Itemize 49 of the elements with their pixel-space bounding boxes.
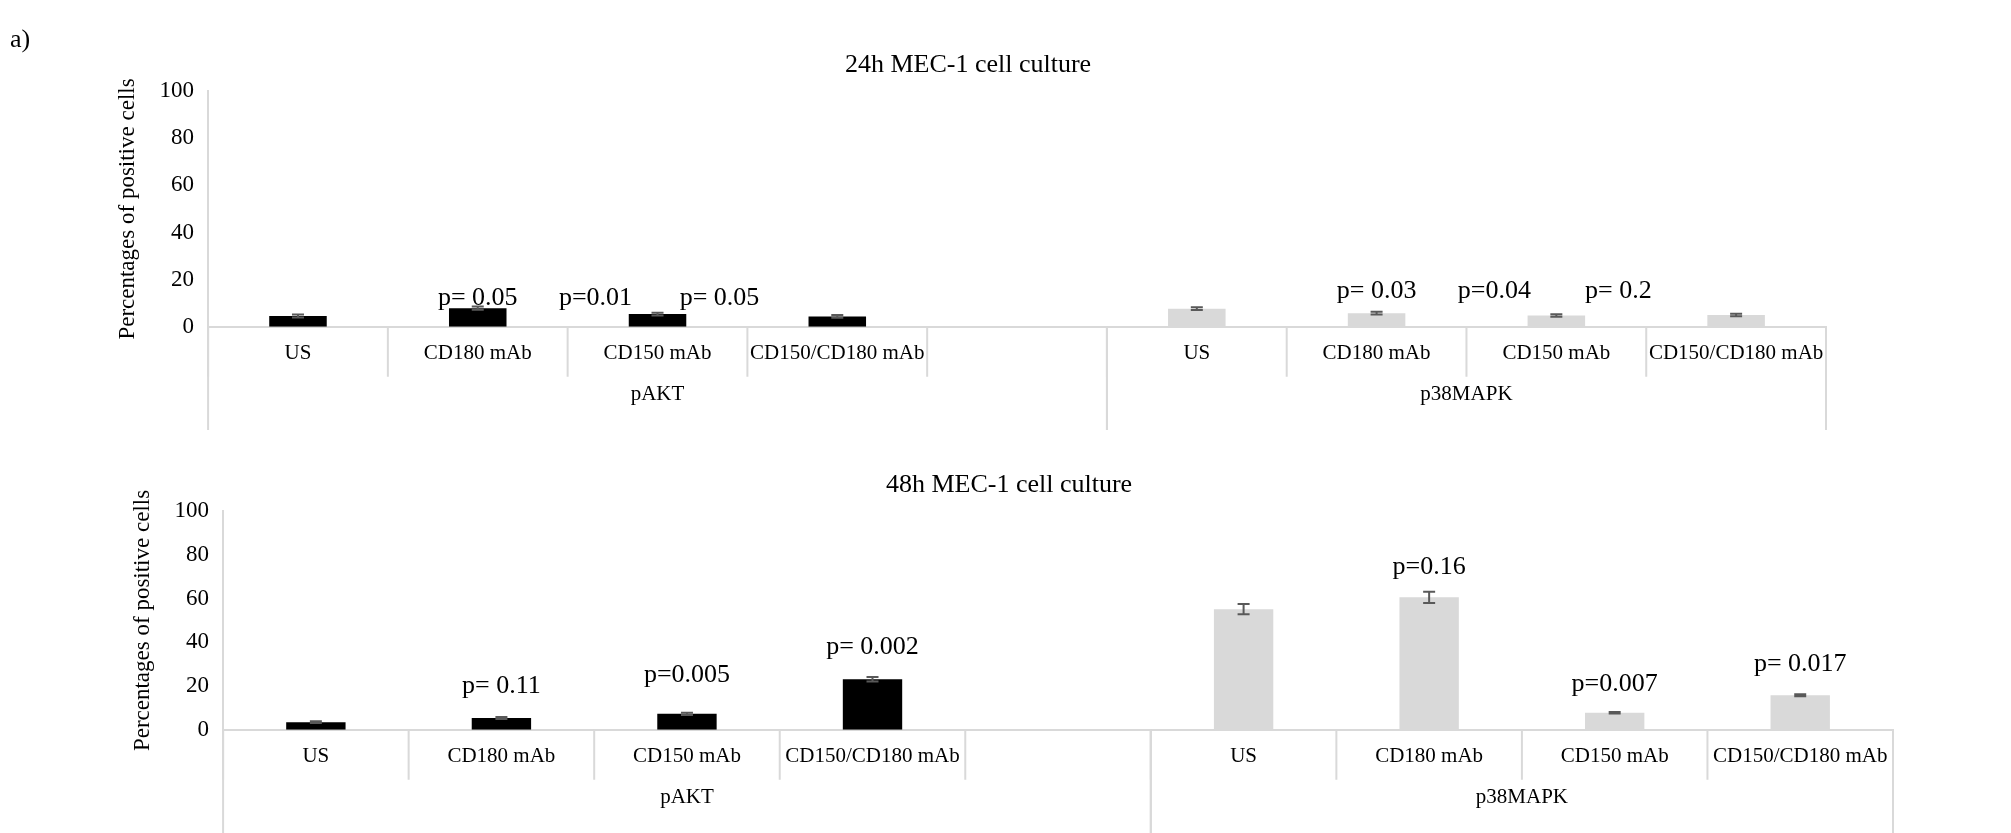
x-tick-label: CD150/CD180 mAb bbox=[1713, 742, 1888, 767]
y-tick-label: 40 bbox=[171, 218, 195, 244]
y-tick-label: 0 bbox=[182, 312, 195, 338]
annotation: p= 0.2 bbox=[1585, 275, 1652, 305]
legend-label: p38MAPK bbox=[1420, 381, 1513, 406]
annotation: p= 0.05 bbox=[679, 282, 760, 312]
annotation: p= 0.03 bbox=[1336, 275, 1417, 305]
annotation: p= 0.002 bbox=[826, 630, 919, 660]
x-tick-label: CD150/CD180 mAb bbox=[1648, 339, 1824, 364]
y-tick-label: 0 bbox=[197, 715, 210, 741]
y-tick-label: 80 bbox=[171, 124, 195, 150]
annotation: p=0.16 bbox=[1392, 550, 1466, 580]
y-tick-label: 60 bbox=[171, 171, 195, 197]
x-tick-label: CD180 mAb bbox=[1375, 742, 1484, 767]
chart-title: 48h MEC-1 cell culture bbox=[885, 469, 1133, 499]
annotation: p=0.005 bbox=[643, 658, 731, 688]
y-axis-title: Percentages of positive cells bbox=[128, 489, 154, 752]
y-tick-label: 60 bbox=[186, 584, 210, 610]
y-tick-label: 20 bbox=[186, 672, 210, 698]
x-tick-label: CD180 mAb bbox=[447, 742, 556, 767]
y-tick-label: 80 bbox=[186, 540, 210, 566]
text: pAKT bbox=[660, 784, 714, 809]
annotation: p= 0.05 bbox=[437, 282, 518, 312]
x-tick-label: CD150/CD180 mAb bbox=[750, 339, 925, 364]
x-tick-label: CD150/CD180 mAb bbox=[785, 742, 960, 767]
y-axis-title: Percentages of positive cells bbox=[113, 78, 139, 340]
x-tick-label: US bbox=[302, 742, 330, 767]
y-tick-label: 20 bbox=[171, 265, 195, 291]
x-tick-label: CD150 mAb bbox=[1502, 339, 1611, 364]
x-tick-label: CD150 mAb bbox=[1560, 742, 1669, 767]
y-tick-label: 100 bbox=[159, 77, 195, 103]
annotation: p=0.01 bbox=[558, 282, 633, 312]
text: a) bbox=[10, 23, 31, 53]
legend-label: p38MAPK bbox=[1475, 784, 1568, 809]
x-tick-label: CD150 mAb bbox=[632, 742, 741, 767]
x-tick-label: US bbox=[1230, 742, 1258, 767]
annotation: p= 0.11 bbox=[462, 669, 541, 699]
y-tick-label: 100 bbox=[174, 497, 210, 523]
x-tick-label: US bbox=[284, 339, 312, 364]
x-tick-label: US bbox=[1183, 339, 1211, 364]
x-tick-label: CD180 mAb bbox=[1322, 339, 1431, 364]
annotation: p=0.007 bbox=[1571, 667, 1658, 697]
annotation: p=0.04 bbox=[1457, 275, 1531, 305]
x-tick-label: CD180 mAb bbox=[423, 339, 532, 364]
x-tick-label: CD150 mAb bbox=[603, 339, 712, 364]
y-tick-label: 40 bbox=[186, 628, 210, 654]
text: pAKT bbox=[630, 381, 685, 406]
chart-title: 24h MEC-1 cell culture bbox=[844, 49, 1092, 79]
annotation: p= 0.017 bbox=[1753, 648, 1847, 678]
